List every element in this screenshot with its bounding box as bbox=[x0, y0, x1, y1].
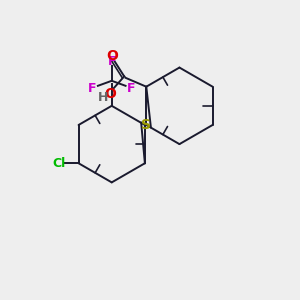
Text: S: S bbox=[141, 118, 151, 132]
Text: F: F bbox=[127, 82, 136, 95]
Text: O: O bbox=[106, 49, 119, 63]
Text: F: F bbox=[88, 82, 96, 95]
Text: F: F bbox=[107, 55, 116, 68]
Text: Cl: Cl bbox=[53, 157, 66, 170]
Text: O: O bbox=[104, 87, 116, 101]
Text: H: H bbox=[98, 92, 108, 104]
